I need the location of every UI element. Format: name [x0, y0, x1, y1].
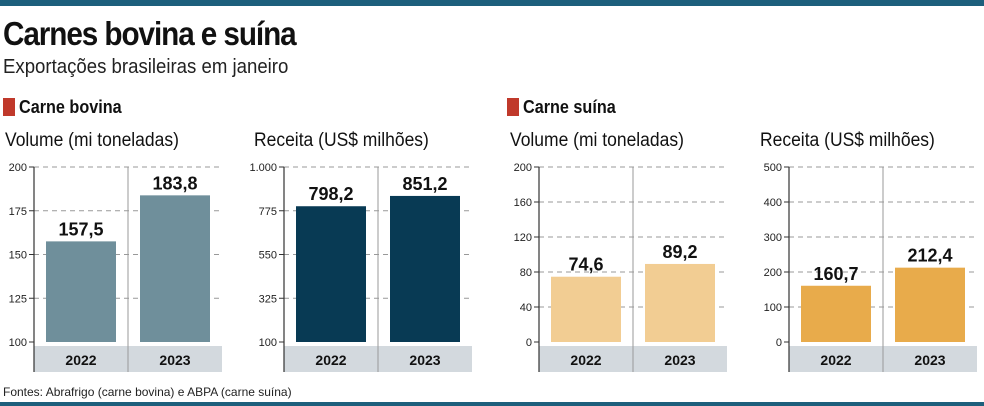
chart-suina-receita: 0 100 200 300 400 500 160,7 2022 212,4 2023: [764, 162, 977, 372]
bottom-accent-bar: [0, 402, 984, 406]
y-tick-label: 80: [520, 267, 532, 279]
y-tick-label: 0: [776, 337, 782, 349]
y-tick-label: 125: [9, 293, 27, 305]
y-tick-label: 120: [514, 232, 532, 244]
section-marker: [3, 98, 15, 116]
data-label: 851,2: [402, 174, 447, 194]
bar-2023: [645, 263, 715, 342]
page-subtitle: Exportações brasileiras em janeiro: [3, 56, 289, 78]
bar-2022: [801, 285, 871, 342]
y-tick-label: 775: [259, 206, 277, 218]
chart-bovina-receita: 100 325 550 775 1.000 798,2 2022 851,2 2023: [249, 162, 472, 372]
section-marker: [507, 98, 519, 116]
chart-suina-volume: 0 40 80 120 160 200 74,6 2022 89,2 2023: [514, 162, 727, 372]
data-label: 160,7: [813, 264, 858, 284]
y-tick-label: 40: [520, 302, 532, 314]
chart-title-bovina-receita: Receita (US$ milhões): [254, 130, 429, 151]
page-title: Carnes bovina e suína: [3, 15, 297, 52]
data-label: 212,4: [907, 246, 952, 266]
category-label: 2022: [570, 352, 601, 368]
section-label: Carne bovina: [19, 96, 122, 117]
category-label: 2023: [664, 352, 695, 368]
y-tick-label: 200: [514, 162, 532, 174]
y-tick-label: 400: [764, 197, 782, 209]
data-label: 89,2: [662, 242, 697, 262]
y-tick-label: 325: [259, 293, 277, 305]
bar-2023: [895, 267, 965, 342]
y-tick-label: 150: [9, 250, 27, 262]
chart-title-suina-receita: Receita (US$ milhões): [760, 130, 935, 151]
y-tick-label: 500: [764, 162, 782, 174]
category-label: 2023: [409, 352, 440, 368]
section-carne-bovina: Carne bovina: [3, 97, 133, 117]
bar-2023: [390, 195, 460, 342]
chart-title-bovina-volume: Volume (mi toneladas): [5, 130, 179, 151]
chart-bovina-volume: 100 125 150 175 200 157,5 2022 183,8 2023: [9, 162, 222, 372]
y-tick-label: 100: [764, 302, 782, 314]
y-tick-label: 300: [764, 232, 782, 244]
category-label: 2022: [315, 352, 346, 368]
source-note: Fontes: Abrafrigo (carne bovina) e ABPA …: [3, 385, 292, 399]
data-label: 183,8: [152, 173, 197, 193]
bar-2023: [140, 195, 210, 342]
y-tick-label: 100: [259, 337, 277, 349]
bar-2022: [46, 241, 116, 342]
data-label: 157,5: [58, 219, 103, 239]
data-label: 74,6: [568, 255, 603, 275]
y-tick-label: 175: [9, 206, 27, 218]
category-label: 2022: [820, 352, 851, 368]
y-tick-label: 1.000: [249, 162, 277, 174]
data-label: 798,2: [308, 184, 353, 204]
category-label: 2023: [914, 352, 945, 368]
y-tick-label: 200: [764, 267, 782, 279]
section-carne-suina: Carne suína: [507, 97, 626, 117]
section-label: Carne suína: [523, 96, 616, 117]
chart-title-suina-volume: Volume (mi toneladas): [510, 130, 684, 151]
bar-2022: [296, 206, 366, 342]
category-label: 2023: [159, 352, 190, 368]
y-tick-label: 0: [526, 337, 532, 349]
top-accent-bar: [0, 0, 984, 6]
category-label: 2022: [65, 352, 96, 368]
bar-2022: [551, 276, 621, 342]
y-tick-label: 160: [514, 197, 532, 209]
y-tick-label: 100: [9, 337, 27, 349]
y-tick-label: 200: [9, 162, 27, 174]
y-tick-label: 550: [259, 250, 277, 262]
